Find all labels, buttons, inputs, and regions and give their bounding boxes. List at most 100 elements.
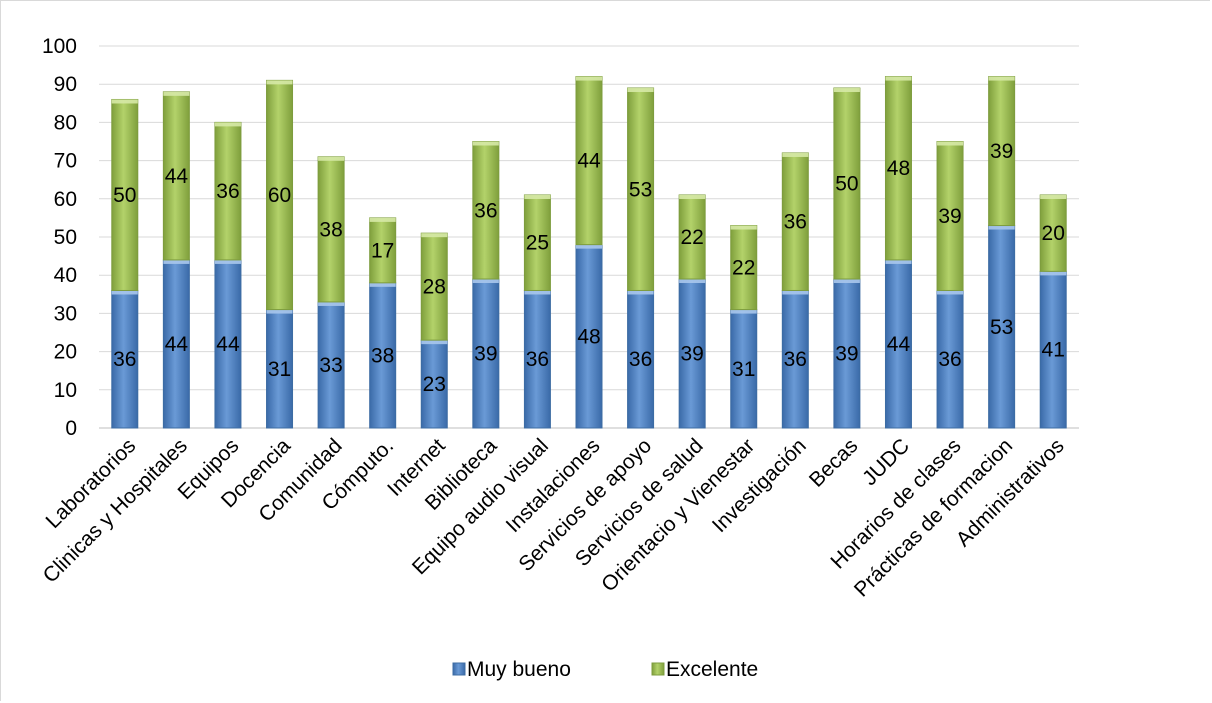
y-tick-label: 90 [54,73,77,96]
y-axis-ticks: 0 10 20 30 40 50 60 70 80 90 100 [42,35,77,440]
data-label: 39 [990,140,1013,163]
y-tick-label: 70 [54,150,77,173]
bar-top-highlight [214,122,241,127]
data-label: 36 [474,199,497,222]
data-label: 44 [165,333,189,356]
bar-segment-muy-bueno [936,289,964,429]
bar-top-highlight [937,290,964,295]
data-label: 44 [216,333,240,356]
bar-top-highlight [421,233,448,238]
bar-top-highlight [885,76,912,81]
bar-top-highlight [833,88,860,93]
bar-top-highlight [111,290,138,295]
bar-segment-muy-bueno [884,259,912,429]
bar-top-highlight [163,259,190,264]
bar-segment-muy-bueno [214,259,242,429]
data-label: 41 [1042,339,1065,362]
x-category-label: Becas [805,434,863,492]
bar-segment-muy-bueno [988,225,1016,429]
y-tick-label: 40 [54,264,77,287]
data-label: 23 [423,373,446,396]
bar-segment-muy-bueno [833,278,861,429]
bar-segment-excelente [781,152,809,291]
data-label: 36 [784,348,807,371]
bar-segment-excelente [162,91,190,261]
bar-top-highlight [937,141,964,146]
data-label: 31 [732,358,755,381]
data-label: 36 [938,348,961,371]
bar-top-highlight [833,279,860,284]
bar-top-highlight [576,76,602,81]
data-label: 28 [423,276,446,299]
data-label: 36 [784,211,807,234]
data-label: 33 [319,354,342,377]
y-tick-label: 0 [65,417,77,440]
bar-segment-excelente [627,87,655,291]
data-label: 39 [474,343,497,366]
y-tick-label: 50 [54,226,77,249]
bar-segment-excelente [523,194,551,291]
bar-segment-excelente [575,76,603,246]
data-label: 50 [835,173,858,196]
data-label: 39 [835,343,858,366]
bar-segment-muy-bueno [730,309,758,429]
data-label: 53 [990,316,1013,339]
bar-top-highlight [369,282,396,287]
y-tick-label: 20 [54,341,77,364]
data-label: 60 [268,184,291,207]
data-label: 36 [629,348,652,371]
bar-top-highlight [472,141,499,146]
bar-top-highlight [111,99,138,104]
bar-top-highlight [679,279,706,284]
bar-segment-muy-bueno [111,289,139,429]
data-label: 39 [938,205,961,228]
bar-top-highlight [421,340,448,345]
bar-top-highlight [524,194,551,199]
bar-top-highlight [266,309,293,314]
data-label: 20 [1042,222,1065,245]
bar-segment-excelente [1039,194,1067,272]
data-label: 17 [371,239,394,262]
data-label: 36 [216,180,239,203]
bar-top-highlight [1040,194,1067,199]
bar-top-highlight [214,259,241,264]
bar-segment-excelente [988,76,1016,227]
bar-top-highlight [730,225,757,230]
y-tick-label: 80 [54,111,77,134]
bar-top-highlight [988,76,1015,81]
y-tick-label: 100 [42,35,77,58]
bar-top-highlight [1040,271,1067,276]
legend-label: Muy bueno [467,658,571,681]
bar-segment-excelente [472,141,500,280]
bar-segment-excelente [111,98,139,291]
data-label: 39 [680,343,703,366]
bar-top-highlight [318,156,345,161]
bar-top-highlight [627,88,654,93]
data-label: 44 [165,165,189,188]
data-label: 38 [319,218,342,241]
bar-segment-muy-bueno [781,289,809,429]
bar-segment-muy-bueno [678,278,706,429]
data-label: 22 [680,226,703,249]
bar-top-highlight [318,301,345,306]
bar-top-highlight [679,194,706,199]
bar-segment-muy-bueno [369,282,397,429]
bar-top-highlight [988,225,1015,230]
bar-top-highlight [730,309,757,314]
bar-segment-excelente [369,217,397,284]
bar-top-highlight [576,244,602,249]
data-label: 25 [526,232,549,255]
legend: Muy bueno Excelente [452,658,758,681]
bar-top-highlight [266,80,293,85]
bars [111,76,1067,429]
bar-top-highlight [782,290,809,295]
bar-segment-muy-bueno [472,278,500,429]
bar-top-highlight [163,91,190,96]
bar-segment-muy-bueno [162,259,190,429]
data-label: 44 [887,333,911,356]
data-label: 50 [113,184,136,207]
bar-top-highlight [524,290,551,295]
